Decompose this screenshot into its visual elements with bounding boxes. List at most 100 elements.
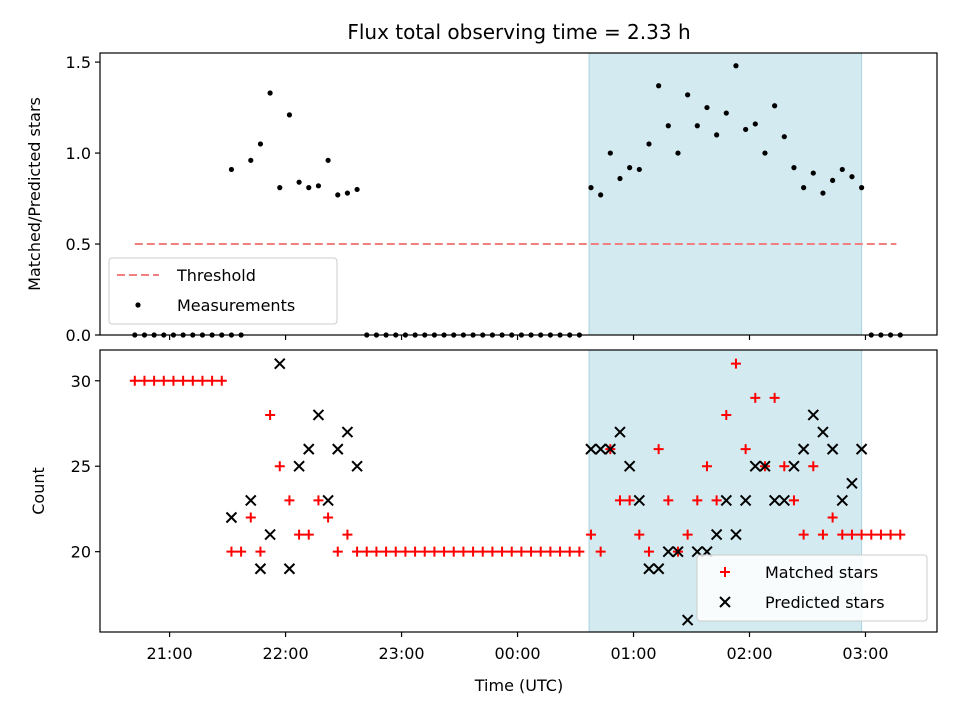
matched-stars-point <box>701 461 712 472</box>
legend-matched-swatch <box>720 567 730 577</box>
measurement-point <box>675 150 681 156</box>
predicted-stars-point <box>652 563 665 575</box>
matched-stars-point <box>381 546 392 557</box>
matched-stars-point <box>178 375 189 386</box>
bottom-legend-box <box>696 554 928 622</box>
measurement-point <box>704 104 710 111</box>
predicted-stars-point <box>283 563 296 575</box>
predicted-stars-point <box>662 545 675 558</box>
measurement-point <box>791 165 797 171</box>
matched-stars-point <box>129 375 140 386</box>
bottom-y-axis-label: Count <box>29 467 48 515</box>
legend-label: Predicted stars <box>765 593 885 612</box>
x-tick-label: 23:00 <box>378 644 424 663</box>
measurement-point <box>354 186 360 193</box>
matched-stars-point <box>740 444 751 455</box>
matched-stars-point <box>624 495 635 506</box>
matched-stars-point <box>808 461 819 472</box>
matched-stars-point <box>866 529 877 540</box>
matched-stars-point <box>245 512 256 523</box>
bottom-y-tick-label: 25 <box>71 457 91 476</box>
matched-stars-point <box>535 546 546 557</box>
matched-stars-point <box>769 392 780 403</box>
measurement-point <box>636 166 642 173</box>
predicted-stars-point <box>341 426 354 438</box>
predicted-stars-point <box>623 460 636 472</box>
predicted-stars-point <box>594 443 607 455</box>
predicted-stars-point <box>633 494 646 507</box>
bottom-y-tick-label: 30 <box>71 372 91 391</box>
top-y-tick-label: 1.5 <box>66 53 91 72</box>
matched-stars-point <box>265 409 276 420</box>
measurement-point <box>781 134 787 140</box>
matched-stars-point <box>506 546 517 557</box>
predicted-stars-point <box>293 460 305 472</box>
bottom-legend: Matched stars Predicted stars <box>696 554 928 622</box>
matched-stars-point <box>487 546 498 557</box>
predicted-stars-point <box>322 494 334 507</box>
bottom-axes-frame <box>99 349 938 633</box>
legend-measurement-swatch <box>135 302 141 308</box>
matched-stars-point <box>837 529 848 540</box>
matched-stars-point <box>614 495 625 506</box>
predicted-stars-point <box>730 528 742 541</box>
measurement-point <box>627 165 633 171</box>
matched-stars-point <box>207 375 218 386</box>
predicted-stars-point <box>768 494 781 507</box>
matched-stars-point <box>197 375 208 386</box>
predicted-stars-point <box>739 494 752 507</box>
predicted-stars-point <box>254 563 267 575</box>
predicted-stars-point <box>643 563 655 575</box>
matched-stars-point <box>274 461 285 472</box>
predicted-stars-point <box>585 443 597 455</box>
matched-stars-point <box>323 512 334 523</box>
matched-stars-point <box>653 444 664 455</box>
measurement-point <box>248 157 254 163</box>
predicted-stars-point <box>672 545 684 558</box>
matched-stars-point <box>750 392 761 403</box>
x-tick-label: 00:00 <box>494 644 540 663</box>
x-tick-label: 01:00 <box>610 644 656 663</box>
matched-stars-point <box>342 529 353 540</box>
legend-predicted-swatch <box>719 596 731 608</box>
measurement-point <box>723 110 729 116</box>
matched-stars-point <box>168 375 179 386</box>
measurement-point <box>344 190 351 196</box>
matched-stars-point <box>158 375 169 386</box>
legend-label: Measurements <box>177 296 295 315</box>
matched-stars-point <box>779 461 790 472</box>
matched-stars-point <box>595 546 606 557</box>
predicted-stars-point <box>710 528 723 541</box>
predicted-stars-point <box>264 528 276 541</box>
matched-stars-point <box>226 546 237 557</box>
measurement-point <box>296 179 302 185</box>
x-tick-label: 02:00 <box>726 644 772 663</box>
top-legend: Threshold Measurements <box>108 257 338 325</box>
matched-stars-point <box>400 546 411 557</box>
measurement-point <box>335 192 341 198</box>
top-y-tick-label: 0.5 <box>66 235 91 254</box>
predicted-stars-point <box>855 443 868 455</box>
measurement-point <box>656 83 662 89</box>
matched-stars-point <box>361 546 372 557</box>
predicted-stars-point <box>614 426 626 438</box>
matched-stars-point <box>634 529 645 540</box>
measurement-point <box>228 166 235 173</box>
predicted-stars-point <box>312 409 325 421</box>
top-y-tick-label: 0.0 <box>66 326 91 345</box>
measurement-point <box>694 123 700 129</box>
predicted-stars-point <box>788 460 800 472</box>
top-axes-frame <box>99 52 938 336</box>
matched-stars-point <box>545 546 556 557</box>
predicted-stars-point <box>836 494 848 507</box>
measurement-point <box>306 185 312 191</box>
matched-stars-point <box>526 546 537 557</box>
x-tick-label: 03:00 <box>842 644 888 663</box>
top-y-tick-label: 1.0 <box>66 144 91 163</box>
matched-stars-point <box>294 529 305 540</box>
matched-stars-point <box>429 546 440 557</box>
bottom-series-0 <box>129 358 906 557</box>
measurement-point <box>646 141 652 147</box>
top-legend-box <box>108 257 338 325</box>
matched-stars-point <box>585 529 596 540</box>
